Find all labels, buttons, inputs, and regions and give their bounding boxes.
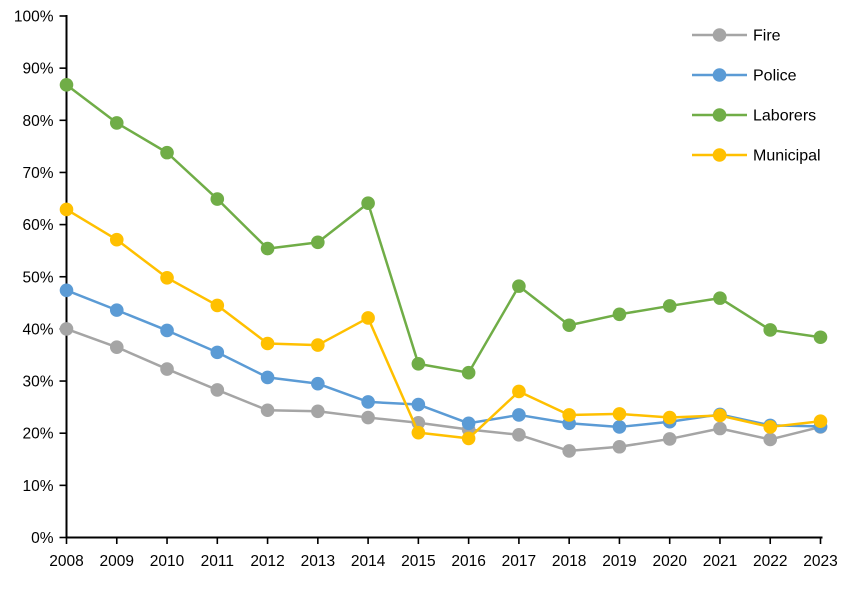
data-point-fire-2022 [763,432,778,447]
data-point-laborers-2020 [662,299,677,313]
data-point-laborers-2009 [109,116,124,130]
data-point-fire-2019 [612,439,627,454]
x-tick-label: 2022 [753,553,787,570]
series-line-laborers [65,83,822,374]
x-tick-label: 2012 [250,553,284,570]
data-point-laborers-2021 [713,291,727,305]
data-point-fire-2020 [662,432,677,446]
y-tick-label: 40% [22,321,53,338]
data-point-police-2010 [160,323,174,338]
legend-label-municipal: Municipal [753,148,821,165]
legend-label-fire: Fire [753,28,781,45]
data-point-municipal-2022 [763,420,778,434]
legend-label-laborers: Laborers [753,108,816,125]
data-point-municipal-2013 [311,338,325,352]
data-point-laborers-2022 [763,323,778,337]
y-tick-label: 70% [22,165,53,182]
y-tick-label: 20% [22,426,53,443]
y-tick-label: 90% [22,61,53,78]
data-point-laborers-2011 [210,192,225,206]
x-tick-label: 2019 [602,553,636,570]
legend-marker-fire [712,28,727,42]
x-tick-label: 2013 [301,553,335,570]
data-point-municipal-2017 [512,384,526,399]
x-tick-label: 2023 [803,553,837,570]
data-point-fire-2010 [160,362,174,376]
data-point-municipal-2010 [160,270,174,285]
legend-marker-police [712,68,727,82]
data-point-laborers-2019 [612,307,627,322]
data-point-fire-2017 [512,427,526,442]
data-point-police-2008 [59,283,74,298]
data-point-municipal-2012 [260,336,275,351]
x-tick-label: 2010 [150,553,185,570]
x-tick-label: 2008 [49,553,83,570]
y-tick-label: 30% [22,374,53,391]
y-tick-label: 100% [14,9,54,26]
series-line-fire [65,327,822,453]
x-tick-label: 2018 [552,553,586,570]
data-point-municipal-2020 [662,410,677,425]
legend-marker-municipal [712,148,727,162]
data-point-municipal-2016 [461,431,476,446]
x-tick-label: 2021 [703,553,737,570]
data-point-fire-2011 [210,383,225,397]
legend-label-police: Police [753,68,797,85]
data-point-municipal-2015 [411,425,426,440]
data-point-fire-2009 [109,340,124,354]
data-point-municipal-2009 [109,232,124,247]
data-point-municipal-2018 [562,408,576,422]
data-point-police-2012 [260,370,275,385]
data-point-police-2014 [361,395,375,409]
data-point-fire-2008 [59,322,74,336]
x-tick-label: 2011 [201,553,234,570]
y-tick-label: 10% [22,478,53,495]
y-tick-label: 60% [22,217,53,234]
y-tick-label: 0% [31,530,54,547]
y-tick-label: 50% [22,269,53,286]
data-point-laborers-2014 [361,196,375,211]
series-line-police [65,289,822,429]
data-point-municipal-2014 [361,311,375,325]
x-tick-label: 2017 [502,553,536,570]
x-tick-label: 2016 [451,553,485,570]
data-point-fire-2018 [562,444,576,458]
data-point-police-2013 [311,376,325,391]
x-tick-label: 2020 [652,553,687,570]
data-point-laborers-2008 [59,78,74,92]
data-point-fire-2012 [260,403,275,418]
data-point-laborers-2012 [260,241,275,256]
data-point-police-2011 [210,345,225,360]
y-tick-label: 80% [22,113,53,130]
x-tick-label: 2015 [401,553,435,570]
data-point-police-2019 [612,420,627,434]
data-point-municipal-2008 [59,202,74,217]
x-tick-label: 2009 [100,553,134,570]
data-point-laborers-2023 [813,330,828,345]
series-line-municipal [65,208,822,440]
data-point-laborers-2010 [160,145,174,160]
data-point-municipal-2011 [210,298,225,313]
data-point-laborers-2016 [461,365,476,380]
data-point-fire-2013 [311,404,325,419]
data-point-fire-2014 [361,410,375,425]
data-point-municipal-2021 [713,408,727,423]
x-tick-label: 2014 [351,553,386,570]
legend-marker-laborers [712,108,727,122]
data-point-laborers-2015 [411,357,426,371]
data-point-laborers-2018 [562,318,576,333]
data-point-police-2016 [461,416,476,431]
data-point-laborers-2013 [311,235,325,250]
data-point-police-2015 [411,397,426,412]
data-point-municipal-2023 [813,414,828,429]
data-point-police-2017 [512,408,526,422]
data-point-municipal-2019 [612,407,627,421]
data-point-laborers-2017 [512,279,526,293]
data-point-police-2009 [109,303,124,317]
data-point-fire-2021 [713,421,727,436]
